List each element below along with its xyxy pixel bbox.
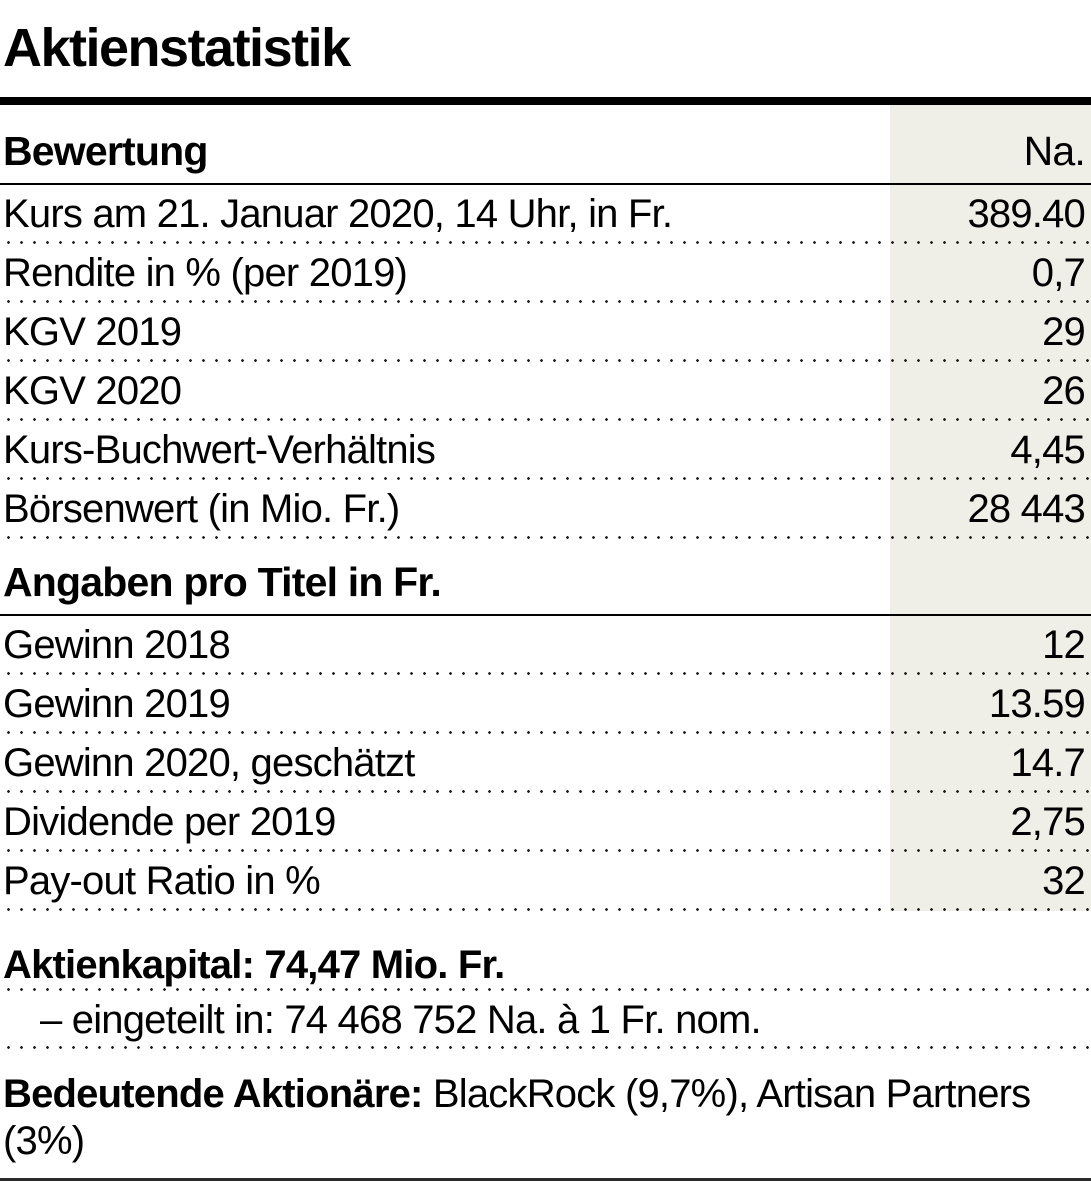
footer-notes: Aktienkapital: 74,47 Mio. Fr. – eingetei… xyxy=(0,939,1091,1181)
row-value: 28 443 xyxy=(967,487,1085,531)
row-label: Gewinn 2019 xyxy=(3,682,231,726)
row-value: 389.40 xyxy=(967,192,1085,236)
table-row: Gewinn 2019 13.59 xyxy=(0,675,1091,734)
row-label: Pay-out Ratio in % xyxy=(3,859,321,903)
row-label: Gewinn 2018 xyxy=(3,623,231,667)
eingeteilt-text: – eingeteilt in: 74 468 752 Na. à 1 Fr. … xyxy=(40,997,762,1042)
aktionaere-label: Bedeutende Aktionäre: xyxy=(3,1072,423,1116)
bottom-rule xyxy=(0,1178,1091,1181)
table-row: KGV 2019 29 xyxy=(0,303,1091,362)
row-value: 13.59 xyxy=(988,682,1086,726)
table-row: Kurs am 21. Januar 2020, 14 Uhr, in Fr. … xyxy=(0,185,1091,244)
row-value: 4,45 xyxy=(1010,428,1085,472)
eingeteilt-line: – eingeteilt in: 74 468 752 Na. à 1 Fr. … xyxy=(0,991,1091,1049)
table-row: Börsenwert (in Mio. Fr.) 28 443 xyxy=(0,480,1091,539)
row-label: Kurs-Buchwert-Verhältnis xyxy=(3,428,436,472)
row-label: Gewinn 2020, geschätzt xyxy=(3,741,415,785)
value-column-highlight xyxy=(890,105,1091,911)
aktienkapital-line: Aktienkapital: 74,47 Mio. Fr. xyxy=(0,939,1091,991)
statistics-table: Bewertung Na. Kurs am 21. Januar 2020, 1… xyxy=(0,105,1091,911)
section-title: Bewertung xyxy=(3,128,208,174)
row-label: Börsenwert (in Mio. Fr.) xyxy=(3,487,400,531)
table-row: Gewinn 2018 12 xyxy=(0,616,1091,675)
aktionaere-value: BlackRock (9,7%), Artisan Partners (3%) xyxy=(3,1072,1031,1163)
row-label: Kurs am 21. Januar 2020, 14 Uhr, in Fr. xyxy=(3,192,673,236)
row-label: KGV 2019 xyxy=(3,310,182,354)
row-value: 0,7 xyxy=(1031,251,1086,295)
section-header-angaben: Angaben pro Titel in Fr. xyxy=(0,539,1091,616)
row-value: 26 xyxy=(1042,369,1086,413)
row-label: Dividende per 2019 xyxy=(3,800,336,844)
page-title: Aktienstatistik xyxy=(3,18,351,78)
row-value: 12 xyxy=(1042,623,1086,667)
row-value: 2,75 xyxy=(1010,800,1085,844)
table-row: KGV 2020 26 xyxy=(0,362,1091,421)
row-label: KGV 2020 xyxy=(3,369,182,413)
aktionaere-line: Bedeutende Aktionäre: BlackRock (9,7%), … xyxy=(0,1049,1091,1165)
row-label: Rendite in % (per 2019) xyxy=(3,251,408,295)
table-row: Dividende per 2019 2,75 xyxy=(0,793,1091,852)
section-header-bewertung: Bewertung Na. xyxy=(0,105,1091,185)
table-row: Pay-out Ratio in % 32 xyxy=(0,852,1091,911)
row-value: 14.7 xyxy=(1010,741,1085,785)
table-row: Rendite in % (per 2019) 0,7 xyxy=(0,244,1091,303)
row-value: 29 xyxy=(1042,310,1086,354)
table-row: Gewinn 2020, geschätzt 14.7 xyxy=(0,734,1091,793)
aktienkapital-text: Aktienkapital: 74,47 Mio. Fr. xyxy=(3,942,505,987)
column-header-na: Na. xyxy=(1023,128,1086,174)
table-row: Kurs-Buchwert-Verhältnis 4,45 xyxy=(0,421,1091,480)
section-title: Angaben pro Titel in Fr. xyxy=(3,559,442,605)
row-value: 32 xyxy=(1042,859,1086,903)
top-rule xyxy=(0,97,1091,105)
